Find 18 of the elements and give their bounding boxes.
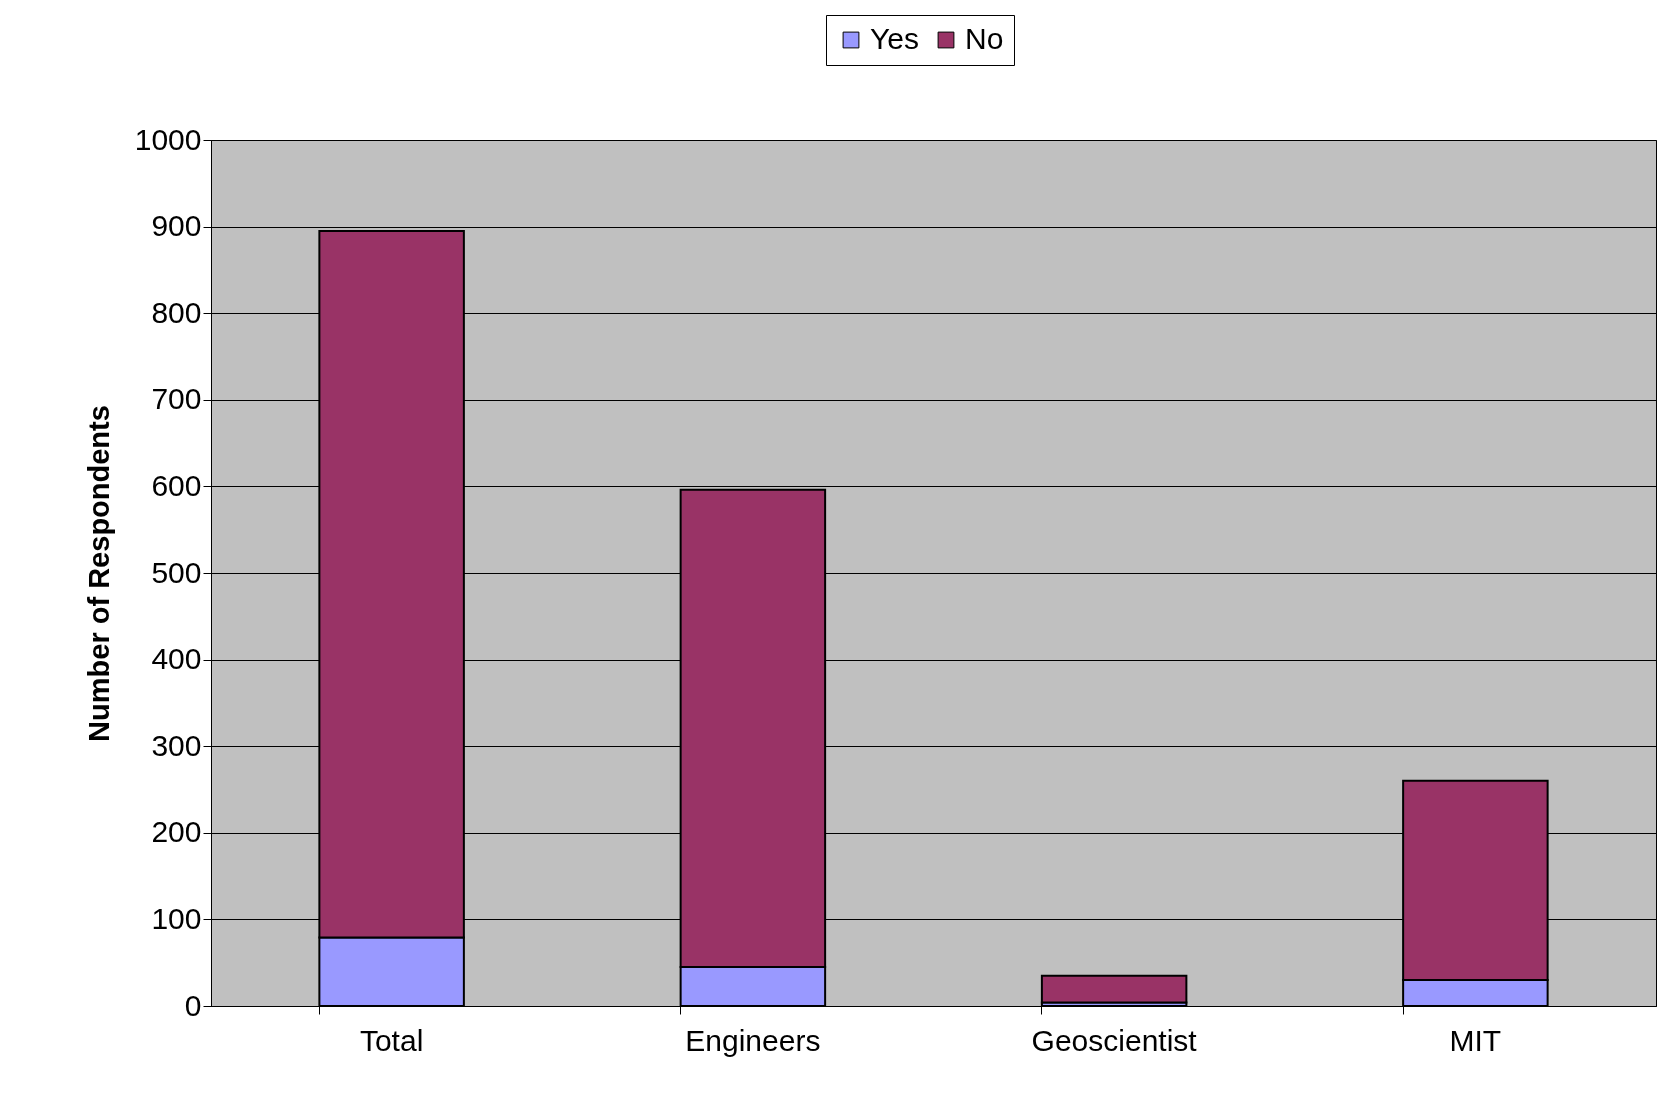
y-tick-label: 700 xyxy=(151,382,202,416)
y-tick-label: 100 xyxy=(151,901,202,935)
y-tick-label: 1000 xyxy=(134,122,202,156)
x-tick-label: Engineers xyxy=(685,1023,821,1057)
y-tick-label: 600 xyxy=(151,468,202,502)
x-tick-label: MIT xyxy=(1449,1023,1502,1057)
y-tick-label: 200 xyxy=(151,815,202,849)
legend-label: Yes xyxy=(870,22,919,55)
y-tick-label: 300 xyxy=(151,728,202,762)
y-tick-label: 900 xyxy=(151,209,202,243)
y-tick-label: 500 xyxy=(151,555,202,589)
y-tick-label: 800 xyxy=(151,295,202,329)
x-tick-label: Total xyxy=(359,1023,424,1057)
y-axis-title: Number of Respondents xyxy=(82,405,115,742)
y-tick-label: 0 xyxy=(184,988,202,1022)
legend-label: No xyxy=(965,22,1004,55)
x-tick-label: Geoscientist xyxy=(1031,1023,1198,1057)
y-tick-label: 400 xyxy=(151,642,202,676)
